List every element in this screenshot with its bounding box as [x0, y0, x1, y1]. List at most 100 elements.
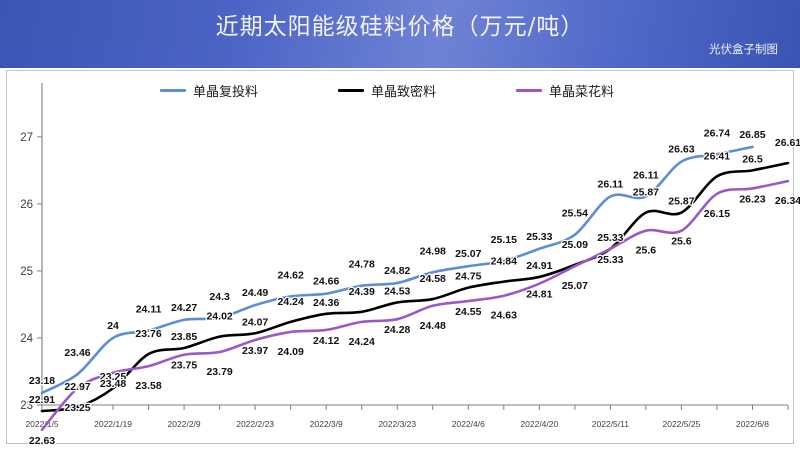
legend-swatch-icon-series-2 — [516, 88, 543, 92]
chart-header-band: 近期太阳能级硅料价格（万元/吨） 光伏盒子制图 — [0, 0, 800, 68]
data-label: 24.98 — [420, 245, 446, 257]
data-label: 24.12 — [313, 335, 339, 347]
data-label: 23.58 — [135, 380, 161, 392]
data-label: 24.48 — [420, 320, 446, 332]
data-label: 26.34 — [775, 195, 800, 207]
data-label: 25.87 — [633, 187, 659, 199]
data-label: 22.63 — [29, 435, 55, 447]
x-axis-tick-label: 2022/5/25 — [663, 419, 701, 429]
data-label: 25.33 — [597, 232, 623, 244]
data-label: 26.11 — [598, 178, 624, 190]
data-label: 25.33 — [597, 254, 623, 266]
y-axis-tick-label: 24 — [20, 333, 33, 345]
data-label: 24.09 — [278, 346, 304, 358]
page-title: 近期太阳能级硅料价格（万元/吨） — [215, 14, 585, 40]
y-axis-tick-label: 23 — [20, 400, 33, 412]
data-label: 25.07 — [455, 248, 481, 260]
y-axis-tick-label: 26 — [20, 199, 33, 211]
legend-label-series-0: 单晶复投料 — [193, 84, 259, 100]
legend-label-series-2: 单晶菜花料 — [549, 84, 615, 100]
data-label: 23.48 — [100, 378, 126, 390]
data-label: 26.11 — [633, 169, 659, 181]
data-label: 23.25 — [100, 371, 126, 383]
data-label: 24.36 — [313, 297, 339, 309]
x-axis-tick-label: 2022/2/23 — [236, 419, 274, 429]
data-label: 23.25 — [64, 402, 90, 414]
data-label: 24.75 — [455, 271, 481, 283]
series-layer — [40, 145, 790, 432]
x-axis-tick-label: 2022/3/9 — [310, 419, 343, 429]
x-axis-tick-label: 2022/3/23 — [378, 419, 416, 429]
data-label: 25.54 — [562, 208, 588, 220]
data-label: 24.63 — [491, 310, 517, 322]
data-label: 25.6 — [636, 245, 657, 257]
data-label: 25.33 — [526, 231, 552, 243]
data-label: 23.97 — [242, 345, 268, 357]
data-label: 24 — [107, 320, 119, 332]
chart-legend: 单晶复投料 单晶致密料 单晶菜花料 — [160, 80, 660, 100]
x-axis-tick-label: 2022/2/9 — [168, 419, 201, 429]
y-axis-tick-label: 27 — [20, 132, 33, 144]
data-label: 22.91 — [29, 394, 55, 406]
data-label: 24.24 — [349, 336, 375, 348]
data-label: 23.75 — [171, 360, 197, 372]
y-axis-tick-label: 25 — [20, 266, 33, 278]
data-label: 26.74 — [704, 127, 730, 139]
credit-attribution: 光伏盒子制图 — [709, 42, 778, 56]
data-label: 24.11 — [136, 304, 162, 316]
data-label: 24.28 — [384, 324, 410, 336]
data-label: 23.76 — [135, 328, 161, 340]
data-label: 24.3 — [209, 291, 230, 303]
x-axis-tick-label: 2022/1/19 — [94, 419, 132, 429]
data-label: 24.78 — [349, 259, 375, 271]
data-label: 24.62 — [278, 269, 304, 281]
y-axis: 23 24 25 26 27 — [20, 83, 43, 412]
data-label: 23.79 — [206, 366, 232, 378]
data-label: 23.18 — [29, 375, 55, 387]
data-label: 26.23 — [739, 193, 765, 205]
x-axis-tick-label: 2022/4/20 — [520, 419, 558, 429]
data-label: 26.63 — [668, 144, 694, 156]
plot-area-frame — [6, 70, 794, 444]
data-label: 24.82 — [384, 265, 410, 277]
data-label: 25.09 — [562, 239, 588, 251]
x-axis-tick-label: 2022/4/6 — [452, 419, 485, 429]
data-label: 25.6 — [671, 236, 692, 248]
data-label: 24.81 — [526, 289, 552, 301]
legend-item-series-0[interactable]: 单晶复投料 — [160, 81, 258, 100]
legend-item-series-1[interactable]: 单晶致密料 — [338, 81, 436, 100]
data-label-layer: 23.18 23.46 24 24.11 24.27 24.3 24.49 24.62 24.6… — [28, 126, 800, 448]
legend-label-series-1: 单晶致密料 — [371, 84, 437, 100]
data-label: 24.58 — [420, 273, 446, 285]
data-label: 25.07 — [562, 280, 588, 292]
data-label: 24.53 — [384, 285, 410, 297]
series-line-1 — [40, 161, 790, 413]
data-label: 24.39 — [349, 286, 375, 298]
data-label: 24.55 — [455, 306, 481, 318]
data-label: 24.07 — [242, 316, 268, 328]
data-label: 23.46 — [64, 347, 90, 359]
legend-swatch-icon-series-0 — [160, 88, 186, 92]
data-label: 26.61 — [775, 137, 800, 149]
legend-item-series-2[interactable]: 单晶菜花料 — [516, 81, 614, 100]
data-label: 24.02 — [206, 311, 232, 323]
data-label: 24.66 — [313, 276, 339, 288]
data-label: 24.24 — [278, 296, 304, 308]
data-label: 25.15 — [491, 234, 517, 246]
data-label: 24.27 — [171, 302, 197, 314]
data-label: 23.85 — [171, 331, 197, 343]
data-label: 24.84 — [491, 256, 517, 268]
x-axis-tick-label: 2022/6/8 — [736, 419, 769, 429]
data-label: 26.41 — [704, 150, 730, 162]
x-axis-tick-label: 2022/5/11 — [592, 419, 629, 429]
data-label: 22.97 — [64, 381, 90, 393]
data-label: 26.5 — [742, 153, 763, 165]
data-label: 26.15 — [704, 208, 730, 220]
x-axis-tick-label: 2022/1/5 — [25, 419, 58, 429]
data-label: 25.87 — [668, 196, 694, 208]
series-line-0 — [40, 145, 754, 395]
series-line-2 — [40, 179, 790, 432]
data-label: 24.91 — [526, 260, 552, 272]
